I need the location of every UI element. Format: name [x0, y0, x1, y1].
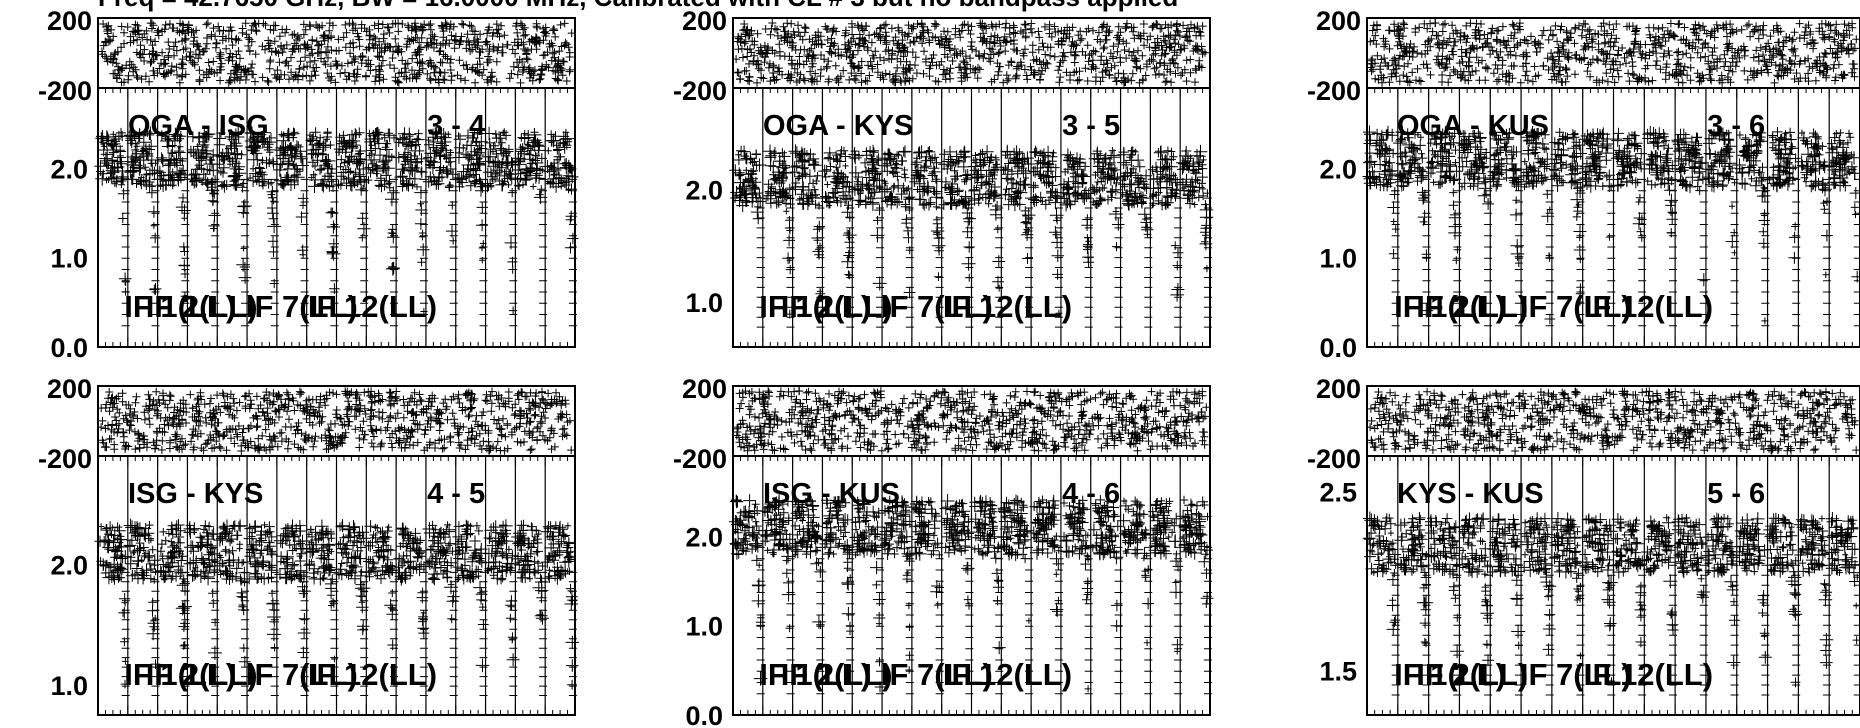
if-label: IF 7(LL)	[881, 289, 993, 324]
antenna-label: 3 - 6	[1707, 110, 1765, 142]
if-label: IF 2(LL)	[146, 657, 258, 692]
amp-tick-label: 1.5	[1319, 656, 1357, 686]
phase-tick-label: 200	[682, 6, 727, 36]
baseline-label: OGA - ISG	[128, 110, 269, 142]
amp-tick-label: 1.0	[1319, 244, 1357, 274]
phase-tick-label: 200	[1316, 374, 1361, 404]
amp-tick-label: 2.0	[50, 154, 88, 184]
if-label: IF 7(LL)	[881, 657, 993, 692]
amp-points	[1362, 125, 1860, 327]
phase-tick-label: -200	[1307, 76, 1361, 106]
figure-title: Freq = 42.7650 GHz, BW = 16.0000 MHz, Ca…	[98, 0, 1178, 12]
amp-tick-label: 2.0	[50, 550, 88, 580]
if-label: IF 1(LL)	[124, 289, 236, 324]
if-label: IF 12(LL)	[1584, 289, 1713, 324]
if-label: IF 7(LL)	[246, 289, 358, 324]
amp-tick-label: 1.0	[50, 244, 88, 274]
amp-tick-label: 0.0	[50, 333, 88, 363]
amp-tick-label: 1.0	[685, 612, 723, 642]
phase-tick-label: 200	[682, 374, 727, 404]
phase-points	[732, 387, 1211, 455]
phase-tick-label: -200	[38, 444, 92, 474]
amp-tick-label: 2.5	[1319, 478, 1357, 508]
if-label: IF 7(LL)	[1520, 289, 1632, 324]
if-label: IF 1(LL)	[759, 657, 871, 692]
amp-tick-label: 1.0	[50, 671, 88, 701]
amp-points	[1362, 511, 1860, 696]
amp-tick-label: 0.0	[685, 701, 723, 728]
if-label: IF 2(LL)	[1416, 657, 1528, 692]
if-label: IF 12(LL)	[308, 657, 437, 692]
phase-tick-label: 200	[47, 6, 92, 36]
if-label: IF 1(LL)	[124, 657, 236, 692]
phase-tick-label: -200	[673, 444, 727, 474]
if-label: IF 12(LL)	[308, 289, 437, 324]
if-label: IF 2(LL)	[1416, 289, 1528, 324]
if-label: IF 1(LL)	[759, 289, 871, 324]
phase-points	[732, 19, 1209, 87]
if-label: IF 12(LL)	[1584, 657, 1713, 692]
if-label: IF 2(LL)	[781, 289, 893, 324]
phase-points	[97, 387, 576, 455]
antenna-label: 5 - 6	[1707, 478, 1765, 510]
amp-tick-label: 2.0	[685, 175, 723, 205]
baseline-label: OGA - KUS	[1397, 110, 1549, 142]
phase-tick-label: 200	[47, 374, 92, 404]
amp-points	[728, 494, 1214, 695]
antenna-label: 3 - 4	[427, 110, 485, 142]
phase-tick-label: -200	[38, 76, 92, 106]
phase-points	[97, 19, 576, 87]
amp-tick-label: 2.0	[1319, 154, 1357, 184]
amp-tick-label: 2.0	[685, 522, 723, 552]
if-label: IF 7(LL)	[1520, 657, 1632, 692]
if-label: IF 12(LL)	[943, 289, 1072, 324]
if-label: IF 1(LL)	[1394, 289, 1506, 324]
baseline-label: ISG - KUS	[763, 478, 900, 510]
phase-points	[1366, 387, 1860, 455]
antenna-label: 3 - 5	[1062, 110, 1120, 142]
amp-points	[729, 144, 1214, 328]
if-label: IF 12(LL)	[943, 657, 1072, 692]
baseline-label: KYS - KUS	[1397, 478, 1544, 510]
if-label: IF 2(LL)	[146, 289, 258, 324]
phase-points	[1366, 19, 1860, 87]
amp-tick-label: 1.0	[685, 288, 723, 318]
if-label: IF 7(LL)	[246, 657, 358, 692]
amp-tick-label: 0.0	[1319, 333, 1357, 363]
antenna-label: 4 - 6	[1062, 478, 1120, 510]
if-label: IF 2(LL)	[781, 657, 893, 692]
panel-4: 200 -200 2.0 1.0 ISG - KYS 4 - 5 IF 1(LL)IF 2(…	[38, 374, 579, 716]
baseline-label: OGA - KYS	[763, 110, 913, 142]
phase-tick-label: -200	[673, 76, 727, 106]
phase-tick-label: 200	[1316, 6, 1361, 36]
amp-points	[94, 126, 579, 327]
panel-6: 200 -200 2.5 1.5 KYS - KUS 5 - 6 IF 1(LL)IF 2(…	[1307, 374, 1860, 716]
if-label: IF 1(LL)	[1394, 657, 1506, 692]
antenna-label: 4 - 5	[427, 478, 485, 510]
phase-tick-label: -200	[1307, 444, 1361, 474]
panel-2: 200 -200 2.0 1.0 OGA - KYS 3 - 5 IF 1(LL)IF 2(…	[673, 6, 1214, 348]
amp-points	[94, 518, 579, 696]
baseline-label: ISG - KYS	[128, 478, 263, 510]
